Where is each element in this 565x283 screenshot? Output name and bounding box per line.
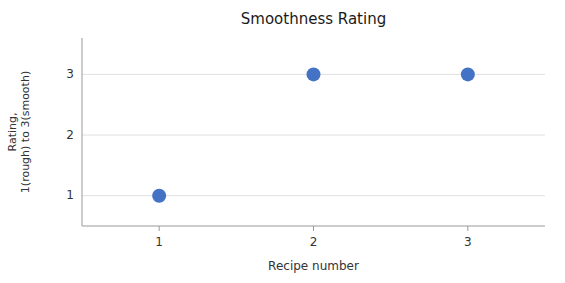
x-tick (313, 226, 314, 231)
y-axis-line (82, 38, 83, 226)
chart: 1 2 3 1 2 3 Smoothness Rating Recipe number Rati… (0, 0, 565, 283)
x-tick (467, 226, 468, 231)
grid-line (82, 135, 545, 136)
x-tick-label: 2 (310, 235, 318, 249)
x-tick-label: 1 (155, 235, 163, 249)
point (152, 189, 166, 203)
y-tick-label: 2 (66, 128, 74, 142)
point (461, 67, 475, 81)
x-tick (159, 226, 160, 231)
y-tick-label: 1 (66, 188, 74, 202)
y-axis-label-line: 1(rough) to 3(smooth) (19, 71, 32, 193)
x-axis-label: Recipe number (268, 259, 359, 273)
y-tick-label: 3 (66, 67, 74, 81)
points (152, 67, 475, 202)
grid-line (82, 195, 545, 196)
y-axis-label-line: Rating, (6, 113, 19, 152)
y-axis-label: Rating,1(rough) to 3(smooth) (6, 71, 32, 193)
x-tick-label: 3 (464, 235, 472, 249)
title: Smoothness Rating (241, 10, 386, 28)
point (307, 67, 321, 81)
